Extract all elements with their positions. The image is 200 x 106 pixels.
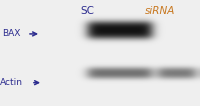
Text: siRNA: siRNA	[145, 6, 175, 16]
Text: SC: SC	[80, 6, 94, 16]
Text: BAX: BAX	[2, 29, 20, 38]
Text: Actin: Actin	[0, 78, 23, 87]
